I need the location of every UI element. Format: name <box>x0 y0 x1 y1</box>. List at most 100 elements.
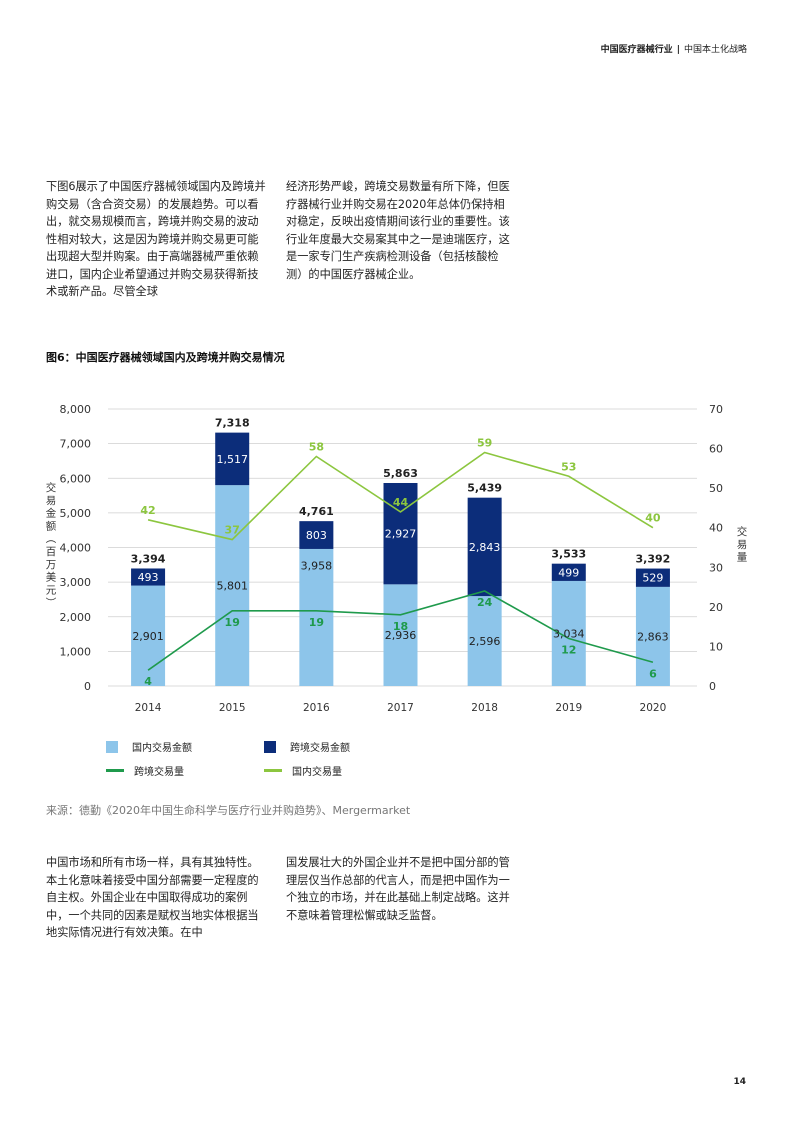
legend-item-crossborder-amount: 跨境交易金额 <box>264 739 350 754</box>
legend-item-crossborder-volume: 跨境交易量 <box>106 763 184 778</box>
bar-domestic-amount <box>215 485 250 686</box>
chart-labels: 2,901 493 3,394 5,801 1,517 7,318 3,958 803 4,76… <box>131 417 671 689</box>
y-left-tick-label: 2,000 <box>60 611 92 624</box>
figure-title: 图6：中国医疗器械领域国内及跨境并购交易情况 <box>46 351 285 364</box>
bar-label-domestic-amount: 3,958 <box>301 559 333 572</box>
axis-title-char: 额 <box>46 519 57 532</box>
point-label-crossborder-volume: 19 <box>309 616 324 629</box>
bar-total-label: 5,863 <box>383 467 418 480</box>
axis-title-char: 元 <box>46 584 57 596</box>
x-tick-label: 2015 <box>219 702 246 714</box>
bar-domestic-amount <box>383 584 418 686</box>
y-right-tick-label: 60 <box>709 443 723 456</box>
axis-title-char: 易 <box>46 495 57 507</box>
bar-domestic-amount <box>467 596 502 686</box>
body-paragraph-right: 国发展壮大的外国企业并不是把中国分部的管理层仅当作总部的代言人，而是把中国作为一… <box>286 856 510 922</box>
bar-total-label: 3,392 <box>636 553 671 566</box>
bar-label-domestic-amount: 3,034 <box>553 627 585 640</box>
page-number: 14 <box>733 1077 746 1087</box>
bar-crossborder-amount <box>467 497 502 597</box>
header-report-title: 中国医疗器械行业 <box>600 45 673 55</box>
bar-domestic-amount <box>635 586 670 686</box>
bar-label-domestic-amount: 2,901 <box>132 630 164 643</box>
x-tick-label: 2016 <box>303 702 330 714</box>
axis-title-char: 交 <box>737 525 748 538</box>
point-label-crossborder-volume: 19 <box>225 616 240 629</box>
bar-total-label: 5,439 <box>467 482 502 495</box>
axis-title-char: 万 <box>46 559 57 571</box>
x-tick-label: 2014 <box>135 702 162 714</box>
point-label-domestic-volume: 59 <box>477 437 492 450</box>
y-right-tick-label: 30 <box>709 561 723 574</box>
bar-label-domestic-amount: 2,596 <box>469 635 501 648</box>
running-header: 中国医疗器械行业 | 中国本土化战略 <box>601 42 747 55</box>
axis-title-char: 美 <box>46 571 57 584</box>
line-domestic-volume <box>147 451 654 541</box>
bar-label-crossborder-amount: 499 <box>558 566 579 579</box>
point-label-domestic-volume: 42 <box>140 504 155 517</box>
bar-domestic-amount <box>299 548 334 686</box>
chart-lines <box>147 451 654 671</box>
line-crossborder-volume <box>147 590 654 671</box>
y-left-tick-label: 4,000 <box>60 542 92 555</box>
bar-crossborder-amount <box>215 432 250 486</box>
bar-crossborder-amount <box>299 521 334 549</box>
point-label-crossborder-volume: 4 <box>144 675 152 688</box>
bar-crossborder-amount <box>131 568 166 586</box>
chart-bars <box>131 432 670 686</box>
point-label-crossborder-volume: 6 <box>649 667 657 680</box>
y-left-tick-label: 5,000 <box>60 507 92 520</box>
y-left-tick-label: 0 <box>84 680 91 693</box>
bar-crossborder-amount <box>635 568 670 587</box>
bar-crossborder-amount <box>551 563 586 581</box>
y-right-tick-label: 70 <box>709 403 723 416</box>
header-separator: | <box>676 45 680 55</box>
y-left-tick-label: 6,000 <box>60 472 92 485</box>
legend-label-crossborder-amount: 跨境交易金额 <box>290 743 350 754</box>
point-label-domestic-volume: 40 <box>645 512 661 525</box>
bar-label-crossborder-amount: 803 <box>306 529 327 542</box>
axis-title-char: ） <box>44 597 56 608</box>
figure-source: 来源：德勤《2020年中国生命科学与医疗行业并购趋势》、Mergermarket <box>46 804 411 817</box>
y-right-tick-label: 10 <box>709 640 723 653</box>
legend-swatch-domestic-amount <box>106 740 118 753</box>
y-right-tick-label: 20 <box>709 601 723 614</box>
intro-paragraph-right: 经济形势严峻，跨境交易数量有所下降，但医疗器械行业并购交易在2020年总体仍保持… <box>286 180 510 281</box>
bar-domestic-amount <box>551 580 586 686</box>
point-label-crossborder-volume: 12 <box>561 644 576 657</box>
header-section-title: 中国本土化战略 <box>683 45 747 55</box>
bar-label-crossborder-amount: 493 <box>138 571 159 584</box>
axis-title-char: （ <box>44 533 56 544</box>
x-tick-label: 2019 <box>555 702 582 714</box>
legend-label-crossborder-volume: 跨境交易量 <box>134 767 184 778</box>
axis-title-char: 交 <box>46 481 57 494</box>
point-label-crossborder-volume: 24 <box>477 596 493 609</box>
axis-title-char: 金 <box>46 507 57 520</box>
point-label-domestic-volume: 44 <box>393 496 409 509</box>
chart-axes: 0 1,000 2,000 3,000 4,000 5,000 6,000 7,000 8,00… <box>44 403 748 714</box>
point-label-domestic-volume: 53 <box>561 460 576 473</box>
bar-total-label: 3,533 <box>551 548 586 561</box>
bar-total-label: 4,761 <box>299 505 334 518</box>
bar-label-crossborder-amount: 2,843 <box>469 541 501 554</box>
bar-label-domestic-amount: 2,863 <box>637 630 669 643</box>
combo-chart: 2,901 493 3,394 5,801 1,517 7,318 3,958 803 4,76… <box>44 403 748 714</box>
bar-label-crossborder-amount: 529 <box>642 572 663 585</box>
point-label-domestic-volume: 37 <box>225 524 240 537</box>
y-right-tick-label: 50 <box>709 482 723 495</box>
bar-label-domestic-amount: 5,801 <box>216 580 248 593</box>
point-label-domestic-volume: 58 <box>309 440 324 453</box>
bar-label-crossborder-amount: 2,927 <box>385 528 417 541</box>
axis-title-char: 百 <box>46 546 57 558</box>
legend-item-domestic-amount: 国内交易金额 <box>106 739 192 754</box>
axis-title-char: 量 <box>737 552 748 564</box>
bar-total-label: 3,394 <box>131 552 166 565</box>
x-tick-label: 2020 <box>640 702 667 714</box>
x-tick-label: 2018 <box>471 702 498 714</box>
legend-label-domestic-amount: 国内交易金额 <box>132 743 192 754</box>
legend-label-domestic-volume: 国内交易量 <box>292 767 342 778</box>
axis-title-char: 易 <box>737 539 748 551</box>
intro-paragraph-left: 下图6展示了中国医疗器械领域国内及跨境并购交易（含合资交易）的发展趋势。可以看出… <box>46 180 266 298</box>
bar-total-label: 7,318 <box>215 417 250 430</box>
